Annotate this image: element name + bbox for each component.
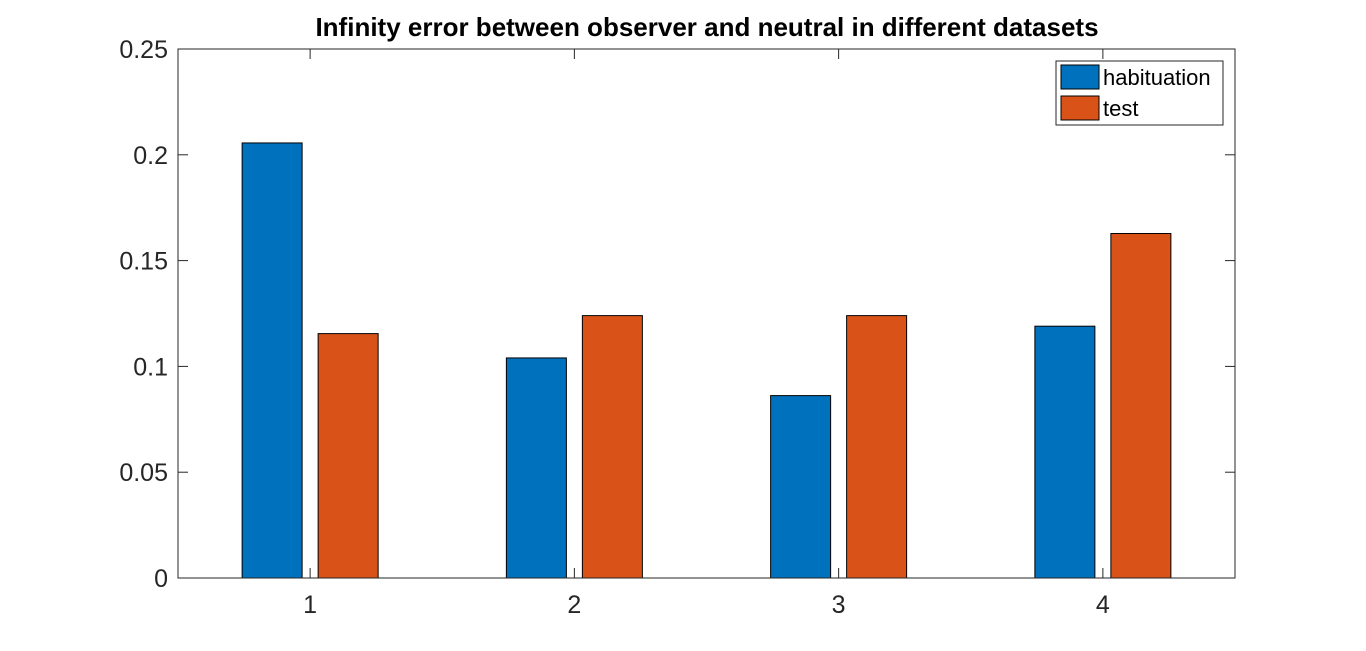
x-tick-label: 3	[832, 591, 846, 619]
x-tick-label: 4	[1096, 591, 1110, 619]
bar-habituation-3	[770, 395, 832, 579]
bar-test-3	[846, 315, 908, 579]
y-tick-label: 0.1	[133, 353, 168, 381]
legend-swatch-test	[1060, 95, 1100, 121]
ticks-layer: 0 0.05 0.1 0.15 0.2 0.25 1 2 3 4	[119, 36, 1235, 619]
legend-swatch-habituation	[1060, 64, 1100, 90]
legend-label-test: test	[1103, 96, 1138, 121]
bar-habituation-1	[241, 142, 303, 579]
x-tick-label: 2	[567, 591, 581, 619]
bars-layer	[241, 142, 1172, 579]
y-tick-label: 0.15	[119, 248, 168, 276]
legend: habituation test	[1055, 60, 1224, 126]
x-tick-label: 1	[303, 591, 317, 619]
bar-test-2	[581, 315, 643, 579]
y-tick-label: 0.05	[119, 459, 168, 487]
y-tick-label: 0	[154, 565, 168, 593]
y-tick-label: 0.25	[119, 36, 168, 64]
y-tick-label: 0.2	[133, 142, 168, 170]
chart-title: Infinity error between observer and neut…	[315, 12, 1098, 42]
plot-area-frame	[177, 48, 1236, 579]
legend-label-habituation: habituation	[1103, 65, 1211, 90]
bar-test-1	[317, 333, 379, 579]
bar-habituation-2	[505, 357, 567, 579]
bar-habituation-4	[1034, 325, 1096, 579]
axes-layer	[177, 48, 1236, 579]
bar-test-4	[1110, 233, 1172, 579]
